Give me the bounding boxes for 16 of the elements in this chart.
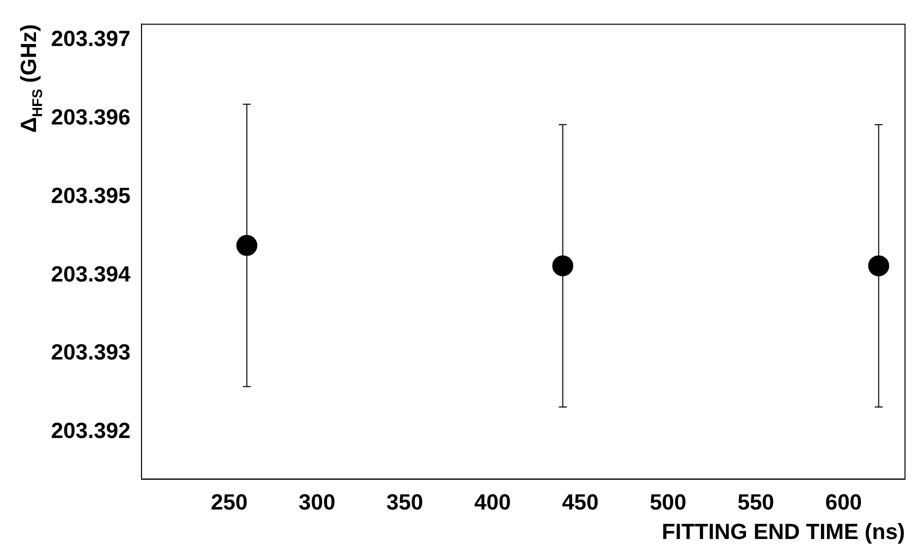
- x-tick-label: 550: [737, 489, 774, 514]
- y-tick-label: 203.394: [50, 261, 132, 286]
- x-tick-label: 450: [562, 489, 599, 514]
- y-tick-label: 203.396: [50, 104, 131, 130]
- x-tick-label: 600: [825, 489, 862, 514]
- x-tick-label: 250: [210, 489, 248, 514]
- y-tick-label: 203.397: [50, 26, 131, 51]
- x-tick-label: 350: [386, 489, 424, 514]
- y-axis-title: ΔHFS (GHz): [16, 24, 45, 133]
- x-tick-label: 500: [650, 489, 686, 514]
- x-axis-title: FITTING END TIME (ns): [662, 518, 905, 544]
- x-tick-label: 400: [474, 489, 511, 514]
- y-tick-label: 203.392: [50, 418, 131, 444]
- y-tick-label: 203.395: [50, 182, 131, 208]
- y-tick-label: 203.393: [50, 340, 131, 365]
- x-tick-label: 300: [298, 489, 336, 514]
